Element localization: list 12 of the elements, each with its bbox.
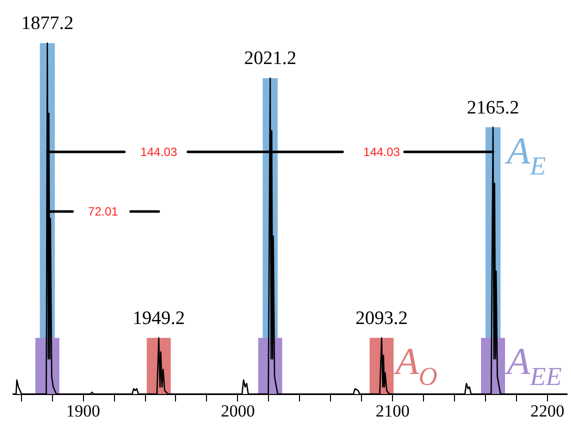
x-tick-label: 1900 bbox=[66, 402, 100, 420]
annotation: 72.01 bbox=[88, 204, 118, 219]
annotation: 144.03 bbox=[363, 144, 400, 159]
x-tick-label: 2100 bbox=[376, 402, 410, 420]
annotation: 2021.2 bbox=[244, 48, 296, 70]
annotation: 1877.2 bbox=[21, 13, 74, 34]
annotation: 2165.2 bbox=[466, 97, 520, 118]
annotation: 144.03 bbox=[140, 144, 178, 159]
x-tick-label: 2000 bbox=[220, 402, 255, 420]
x-tick-label: 2200 bbox=[530, 402, 564, 420]
annotation: 1949.2 bbox=[132, 308, 185, 329]
annotation: 2093.2 bbox=[355, 308, 408, 329]
